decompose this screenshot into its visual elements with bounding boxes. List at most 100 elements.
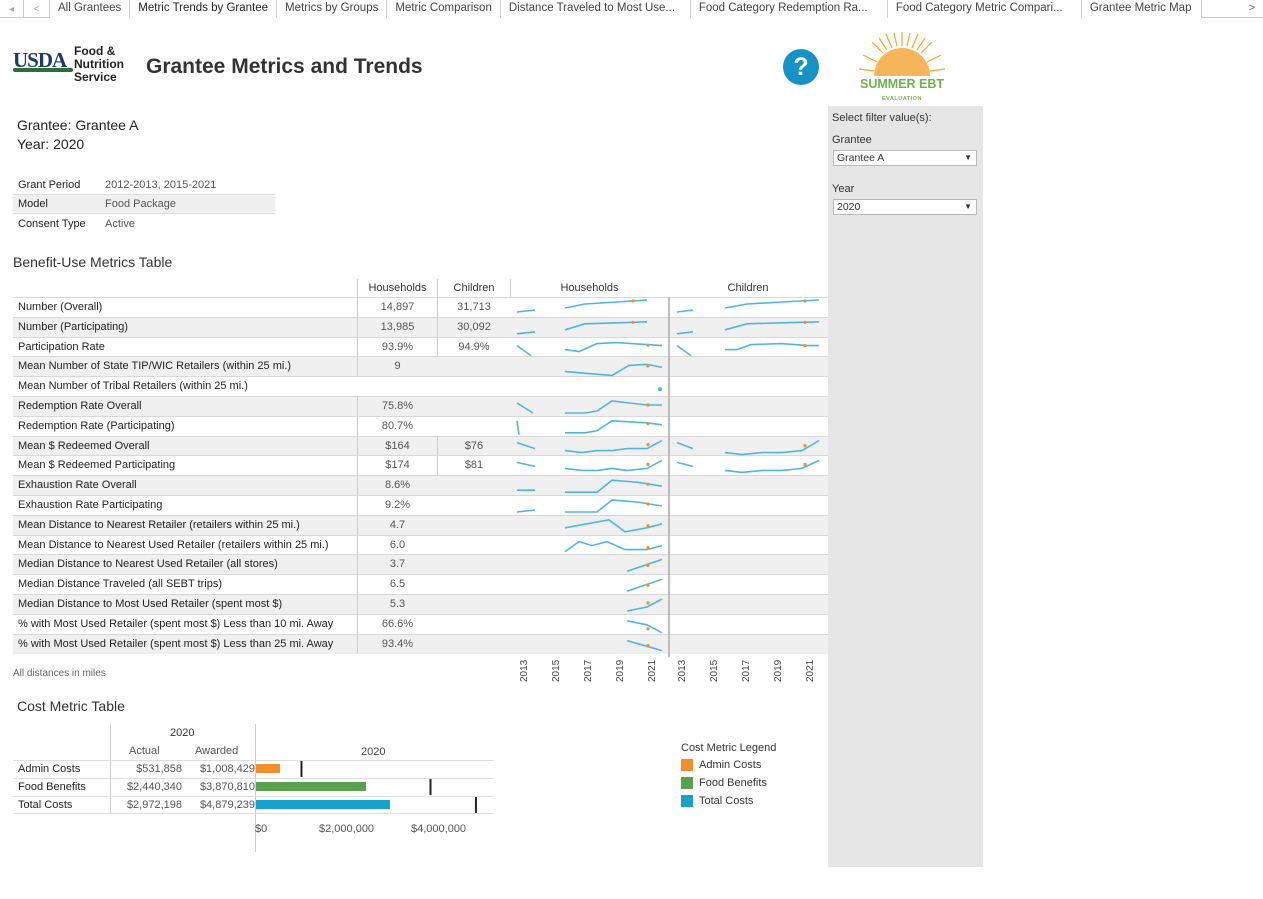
tab-food-category-comparison[interactable]: Food Category Metric Compari... [887, 0, 1082, 18]
benefit-table-title: Benefit-Use Metrics Table [13, 254, 173, 270]
trend-line [564, 299, 648, 309]
tab-grantee-metric-map[interactable]: Grantee Metric Map [1081, 0, 1202, 18]
trend-line [565, 400, 662, 414]
info-key: Model [18, 198, 48, 210]
year-line: Year: 2020 [17, 136, 85, 152]
info-row: Model Food Package [13, 195, 275, 214]
trend-line [724, 439, 820, 456]
cost-row-label: Food Benefits [18, 781, 86, 793]
cost-bar-chart [256, 761, 477, 813]
trend-line [564, 459, 663, 472]
current-year-marker [646, 524, 650, 528]
trend-line [626, 620, 663, 634]
metric-name: Exhaustion Rate Overall [18, 479, 137, 492]
trend-line [676, 344, 692, 357]
tab-scroll-left-icon-2[interactable]: < [24, 0, 50, 18]
cost-actual-bar [256, 800, 390, 809]
chevron-down-icon: ▼ [964, 202, 972, 211]
trend-line [676, 331, 694, 335]
metric-row: Median Distance to Nearest Used Retailer… [13, 554, 828, 575]
help-icon[interactable]: ? [783, 49, 819, 85]
metric-row: % with Most Used Retailer (spent most $)… [13, 613, 828, 634]
year-tick: 2019 [773, 659, 784, 682]
awarded-header: Awarded [195, 745, 239, 757]
metric-households-value: 5.3 [357, 595, 437, 614]
current-year-marker [646, 422, 650, 426]
cost-metric-table: 2020 Actual Awarded 2020 Admin Costs $53… [13, 724, 493, 852]
trend-line [626, 558, 663, 573]
current-year-marker [646, 443, 650, 447]
legend-item[interactable]: Admin Costs [681, 756, 776, 774]
current-year-marker [646, 601, 650, 605]
tab-distance-traveled[interactable]: Distance Traveled to Most Use... [500, 0, 691, 18]
filter-panel: Select filter value(s): Grantee Grantee … [828, 106, 983, 867]
year-tick: 2015 [709, 659, 720, 682]
legend-item[interactable]: Food Benefits [681, 774, 776, 792]
current-year-marker [803, 320, 807, 324]
tab-food-category-redemption[interactable]: Food Category Redemption Ra... [690, 0, 888, 18]
metric-households-value: 4.7 [357, 515, 437, 535]
metric-name: Median Distance to Most Used Retailer (s… [18, 598, 283, 610]
year-select-value: 2020 [837, 201, 861, 213]
metric-households-value: 13,985 [357, 317, 437, 337]
metric-row: Mean $ Redeemed Participating $174 $81 [13, 455, 828, 476]
metric-name: Median Distance Traveled (all SEBT trips… [18, 578, 222, 591]
info-value: Active [105, 217, 135, 230]
metric-households-value: 66.6% [357, 614, 437, 634]
metric-households-value: 75.8% [357, 397, 437, 416]
year-tick: 2017 [583, 659, 594, 682]
cost-axis-tick: $2,000,000 [319, 823, 375, 835]
tab-scroll-left-icon[interactable]: ◂ [0, 0, 24, 18]
year-tick: 2019 [615, 659, 626, 682]
metric-name: Mean Distance to Nearest Retailer (retai… [18, 518, 300, 531]
trend-point [658, 387, 662, 392]
grantee-select[interactable]: Grantee A ▼ [833, 150, 977, 166]
year-tick: 2017 [741, 659, 752, 682]
usda-fns-logo: USDA Food & Nutrition Service [13, 44, 137, 88]
tab-bar: ◂ < All Grantees Metric Trends by Grante… [0, 0, 1263, 18]
trend-line [626, 578, 663, 592]
current-year-marker [646, 563, 650, 567]
trend-line [516, 509, 536, 513]
sun-icon [858, 32, 946, 76]
tab-metric-comparison[interactable]: Metric Comparison [387, 0, 501, 18]
trend-line [565, 499, 663, 513]
trend-line [724, 459, 820, 474]
metric-households-value: 9.2% [357, 496, 437, 515]
info-key: Grant Period [18, 179, 81, 191]
metric-name: Mean $ Redeemed Participating [18, 459, 176, 472]
metric-households-value: 8.6% [357, 476, 437, 496]
metric-row: Mean Number of Tribal Retailers (within … [13, 376, 828, 396]
tab-all-grantees[interactable]: All Grantees [50, 0, 131, 18]
metric-row: Mean Number of State TIP/WIC Retailers (… [13, 356, 828, 377]
legend-swatch [681, 777, 693, 789]
distance-note: All distances in miles [13, 668, 106, 679]
trend-line [516, 441, 536, 450]
metric-row: Participation Rate 93.9% 94.9% [13, 336, 828, 357]
tab-metric-trends[interactable]: Metric Trends by Grantee [130, 0, 278, 18]
legend-label: Food Benefits [699, 777, 767, 789]
cost-awarded: $3,870,810 [199, 781, 255, 793]
cost-actual: $2,972,198 [126, 799, 182, 811]
year-tick: 2015 [551, 659, 562, 682]
cost-awarded: $1,008,429 [199, 763, 255, 775]
legend-item[interactable]: Total Costs [681, 792, 776, 810]
summer-ebt-logo: SUMMER EBT EVALUATION [852, 30, 952, 104]
cost-chart-year: 2020 [361, 746, 386, 758]
trend-line [565, 479, 663, 493]
cost-row-food: Food Benefits $2,440,340 $3,870,810 [13, 778, 493, 796]
metric-name: % with Most Used Retailer (spent most $)… [18, 637, 334, 650]
metric-households-value: 3.7 [357, 555, 437, 575]
metric-row: % with Most Used Retailer (spent most $)… [13, 633, 828, 654]
metric-households-value: 14,897 [357, 298, 437, 317]
info-row: Grant Period 2012-2013, 2015-2021 [13, 176, 275, 195]
year-select[interactable]: 2020 ▼ [833, 199, 977, 215]
current-year-marker [646, 403, 650, 407]
children-year-axis: 2013 2015 2017 2019 2021 [655, 654, 985, 684]
tab-metrics-by-groups[interactable]: Metrics by Groups [277, 0, 388, 18]
tab-scroll-right-icon[interactable]: > [1248, 2, 1255, 14]
metric-name: Median Distance to Nearest Used Retailer… [18, 558, 278, 571]
current-year-marker [646, 482, 650, 486]
cost-axis-tick: $4,000,000 [411, 823, 467, 835]
metric-name: Redemption Rate Overall [18, 400, 142, 412]
